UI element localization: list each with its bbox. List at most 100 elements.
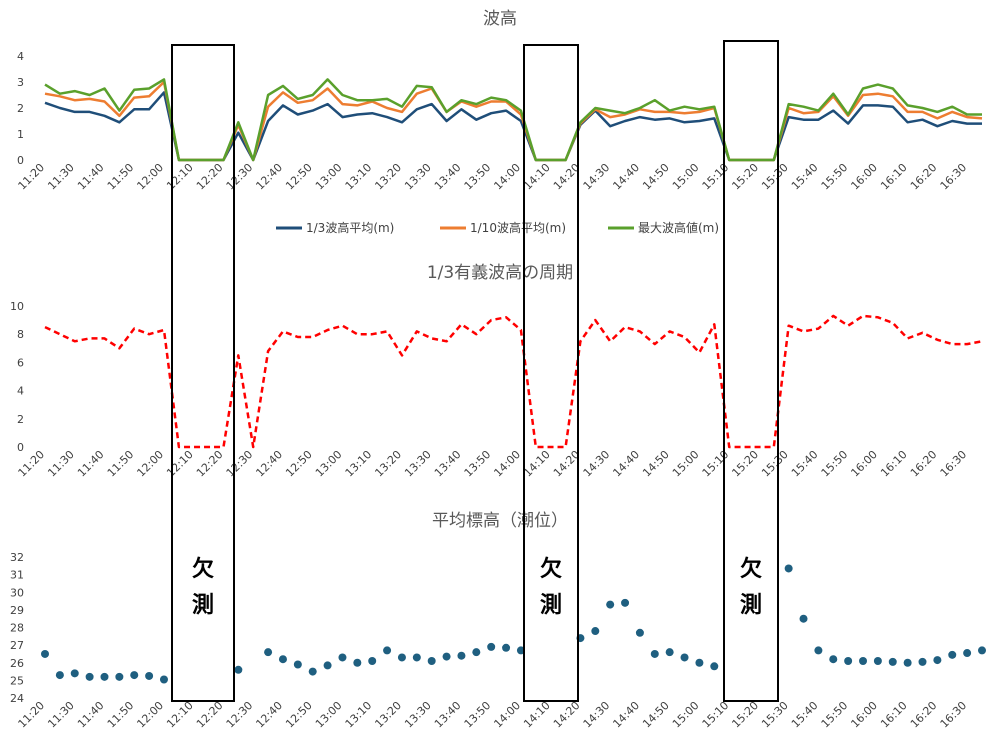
x-tick-label: 15:10 <box>700 161 732 193</box>
data-point <box>159 675 168 684</box>
data-point <box>814 646 823 655</box>
missing-label-char: 欠 <box>192 556 214 582</box>
x-tick-label: 14:50 <box>640 699 672 731</box>
data-point <box>799 614 808 623</box>
y-tick-label: 0 <box>17 154 24 167</box>
x-tick-label: 16:20 <box>908 448 940 480</box>
x-tick-label: 11:30 <box>45 448 77 480</box>
data-point <box>665 648 674 657</box>
x-tick-label: 14:30 <box>581 161 613 193</box>
x-tick-label: 12:40 <box>253 448 285 480</box>
x-tick-label: 11:50 <box>105 161 137 193</box>
y-tick-label: 10 <box>10 300 24 313</box>
series-line <box>44 78 982 162</box>
x-tick-label: 13:20 <box>372 699 404 731</box>
x-tick-label: 15:20 <box>729 161 761 193</box>
tide-level-chart: 平均標高（潮位）24252627282930313211:2011:3011:4… <box>10 511 986 731</box>
x-tick-label: 16:20 <box>908 161 940 193</box>
x-tick-label: 15:00 <box>670 699 702 731</box>
data-point <box>516 646 525 655</box>
wave-height-chart: 波高0123411:2011:3011:4011:5012:0012:1012:… <box>16 9 983 235</box>
data-point <box>844 656 853 665</box>
legend-label: 1/3波高平均(m) <box>306 220 394 235</box>
x-tick-label: 15:30 <box>759 448 791 480</box>
data-point <box>145 671 154 680</box>
data-point <box>695 658 704 667</box>
data-point <box>888 657 897 666</box>
x-tick-label: 12:30 <box>224 699 256 731</box>
missing-label-char: 測 <box>540 593 562 618</box>
x-tick-label: 13:30 <box>402 161 434 193</box>
y-tick-label: 27 <box>10 639 24 652</box>
x-tick-label: 15:00 <box>670 448 702 480</box>
x-tick-label: 11:30 <box>45 161 77 193</box>
x-tick-label: 15:50 <box>819 448 851 480</box>
y-tick-label: 30 <box>10 586 24 599</box>
x-tick-label: 13:40 <box>432 448 464 480</box>
x-tick-label: 15:10 <box>700 448 732 480</box>
x-tick-label: 12:10 <box>164 699 196 731</box>
x-tick-label: 11:40 <box>75 161 107 193</box>
data-point <box>978 646 986 655</box>
x-tick-label: 14:10 <box>521 161 553 193</box>
y-tick-label: 29 <box>10 604 24 617</box>
x-tick-label: 15:50 <box>819 699 851 731</box>
x-tick-label: 14:50 <box>640 161 672 193</box>
y-tick-label: 31 <box>10 569 24 582</box>
data-point <box>829 655 838 664</box>
y-tick-label: 1 <box>17 128 24 141</box>
data-point <box>264 648 273 657</box>
x-tick-label: 13:10 <box>343 448 375 480</box>
x-tick-label: 13:10 <box>343 699 375 731</box>
x-tick-label: 15:40 <box>789 161 821 193</box>
x-tick-label: 13:20 <box>372 161 404 193</box>
data-point <box>591 627 600 636</box>
wave-period-chart: 1/3有義波高の周期024681011:2011:3011:4011:5012:… <box>10 263 983 480</box>
data-point <box>606 600 615 609</box>
series-line <box>44 91 982 162</box>
y-tick-label: 8 <box>17 328 24 341</box>
x-tick-label: 12:00 <box>134 448 166 480</box>
data-point <box>710 662 719 671</box>
data-point <box>130 671 139 680</box>
x-tick-label: 11:50 <box>105 448 137 480</box>
y-tick-label: 25 <box>10 674 24 687</box>
data-point <box>680 653 689 662</box>
data-point <box>397 653 406 662</box>
data-point <box>442 652 451 661</box>
x-tick-label: 14:00 <box>491 699 523 731</box>
x-tick-label: 13:50 <box>462 448 494 480</box>
data-point <box>55 671 64 680</box>
x-tick-label: 13:10 <box>343 161 375 193</box>
data-point <box>323 661 332 670</box>
x-tick-label: 14:30 <box>581 699 613 731</box>
y-tick-label: 3 <box>17 76 24 89</box>
x-tick-label: 12:10 <box>164 161 196 193</box>
data-point <box>278 655 287 664</box>
data-point <box>100 672 109 681</box>
data-point <box>293 660 302 669</box>
chart-title: 平均標高（潮位） <box>432 511 568 531</box>
x-tick-label: 16:30 <box>938 448 970 480</box>
data-point <box>903 658 912 667</box>
x-tick-label: 12:50 <box>283 448 315 480</box>
x-tick-label: 16:30 <box>938 161 970 193</box>
data-point <box>70 669 79 678</box>
x-tick-label: 16:00 <box>848 161 880 193</box>
missing-label-char: 測 <box>192 593 214 618</box>
y-tick-label: 0 <box>17 441 24 454</box>
missing-label-char: 測 <box>740 593 762 618</box>
x-tick-label: 15:10 <box>700 699 732 731</box>
data-point <box>948 650 957 659</box>
missing-label-char: 欠 <box>540 556 562 582</box>
x-tick-label: 14:00 <box>491 448 523 480</box>
x-tick-label: 12:20 <box>194 161 226 193</box>
y-tick-label: 32 <box>10 551 24 564</box>
legend-label: 最大波高値(m) <box>638 220 719 235</box>
x-tick-label: 12:00 <box>134 699 166 731</box>
series-line <box>44 80 983 162</box>
missing-data-box <box>723 40 779 702</box>
data-point <box>933 656 942 665</box>
